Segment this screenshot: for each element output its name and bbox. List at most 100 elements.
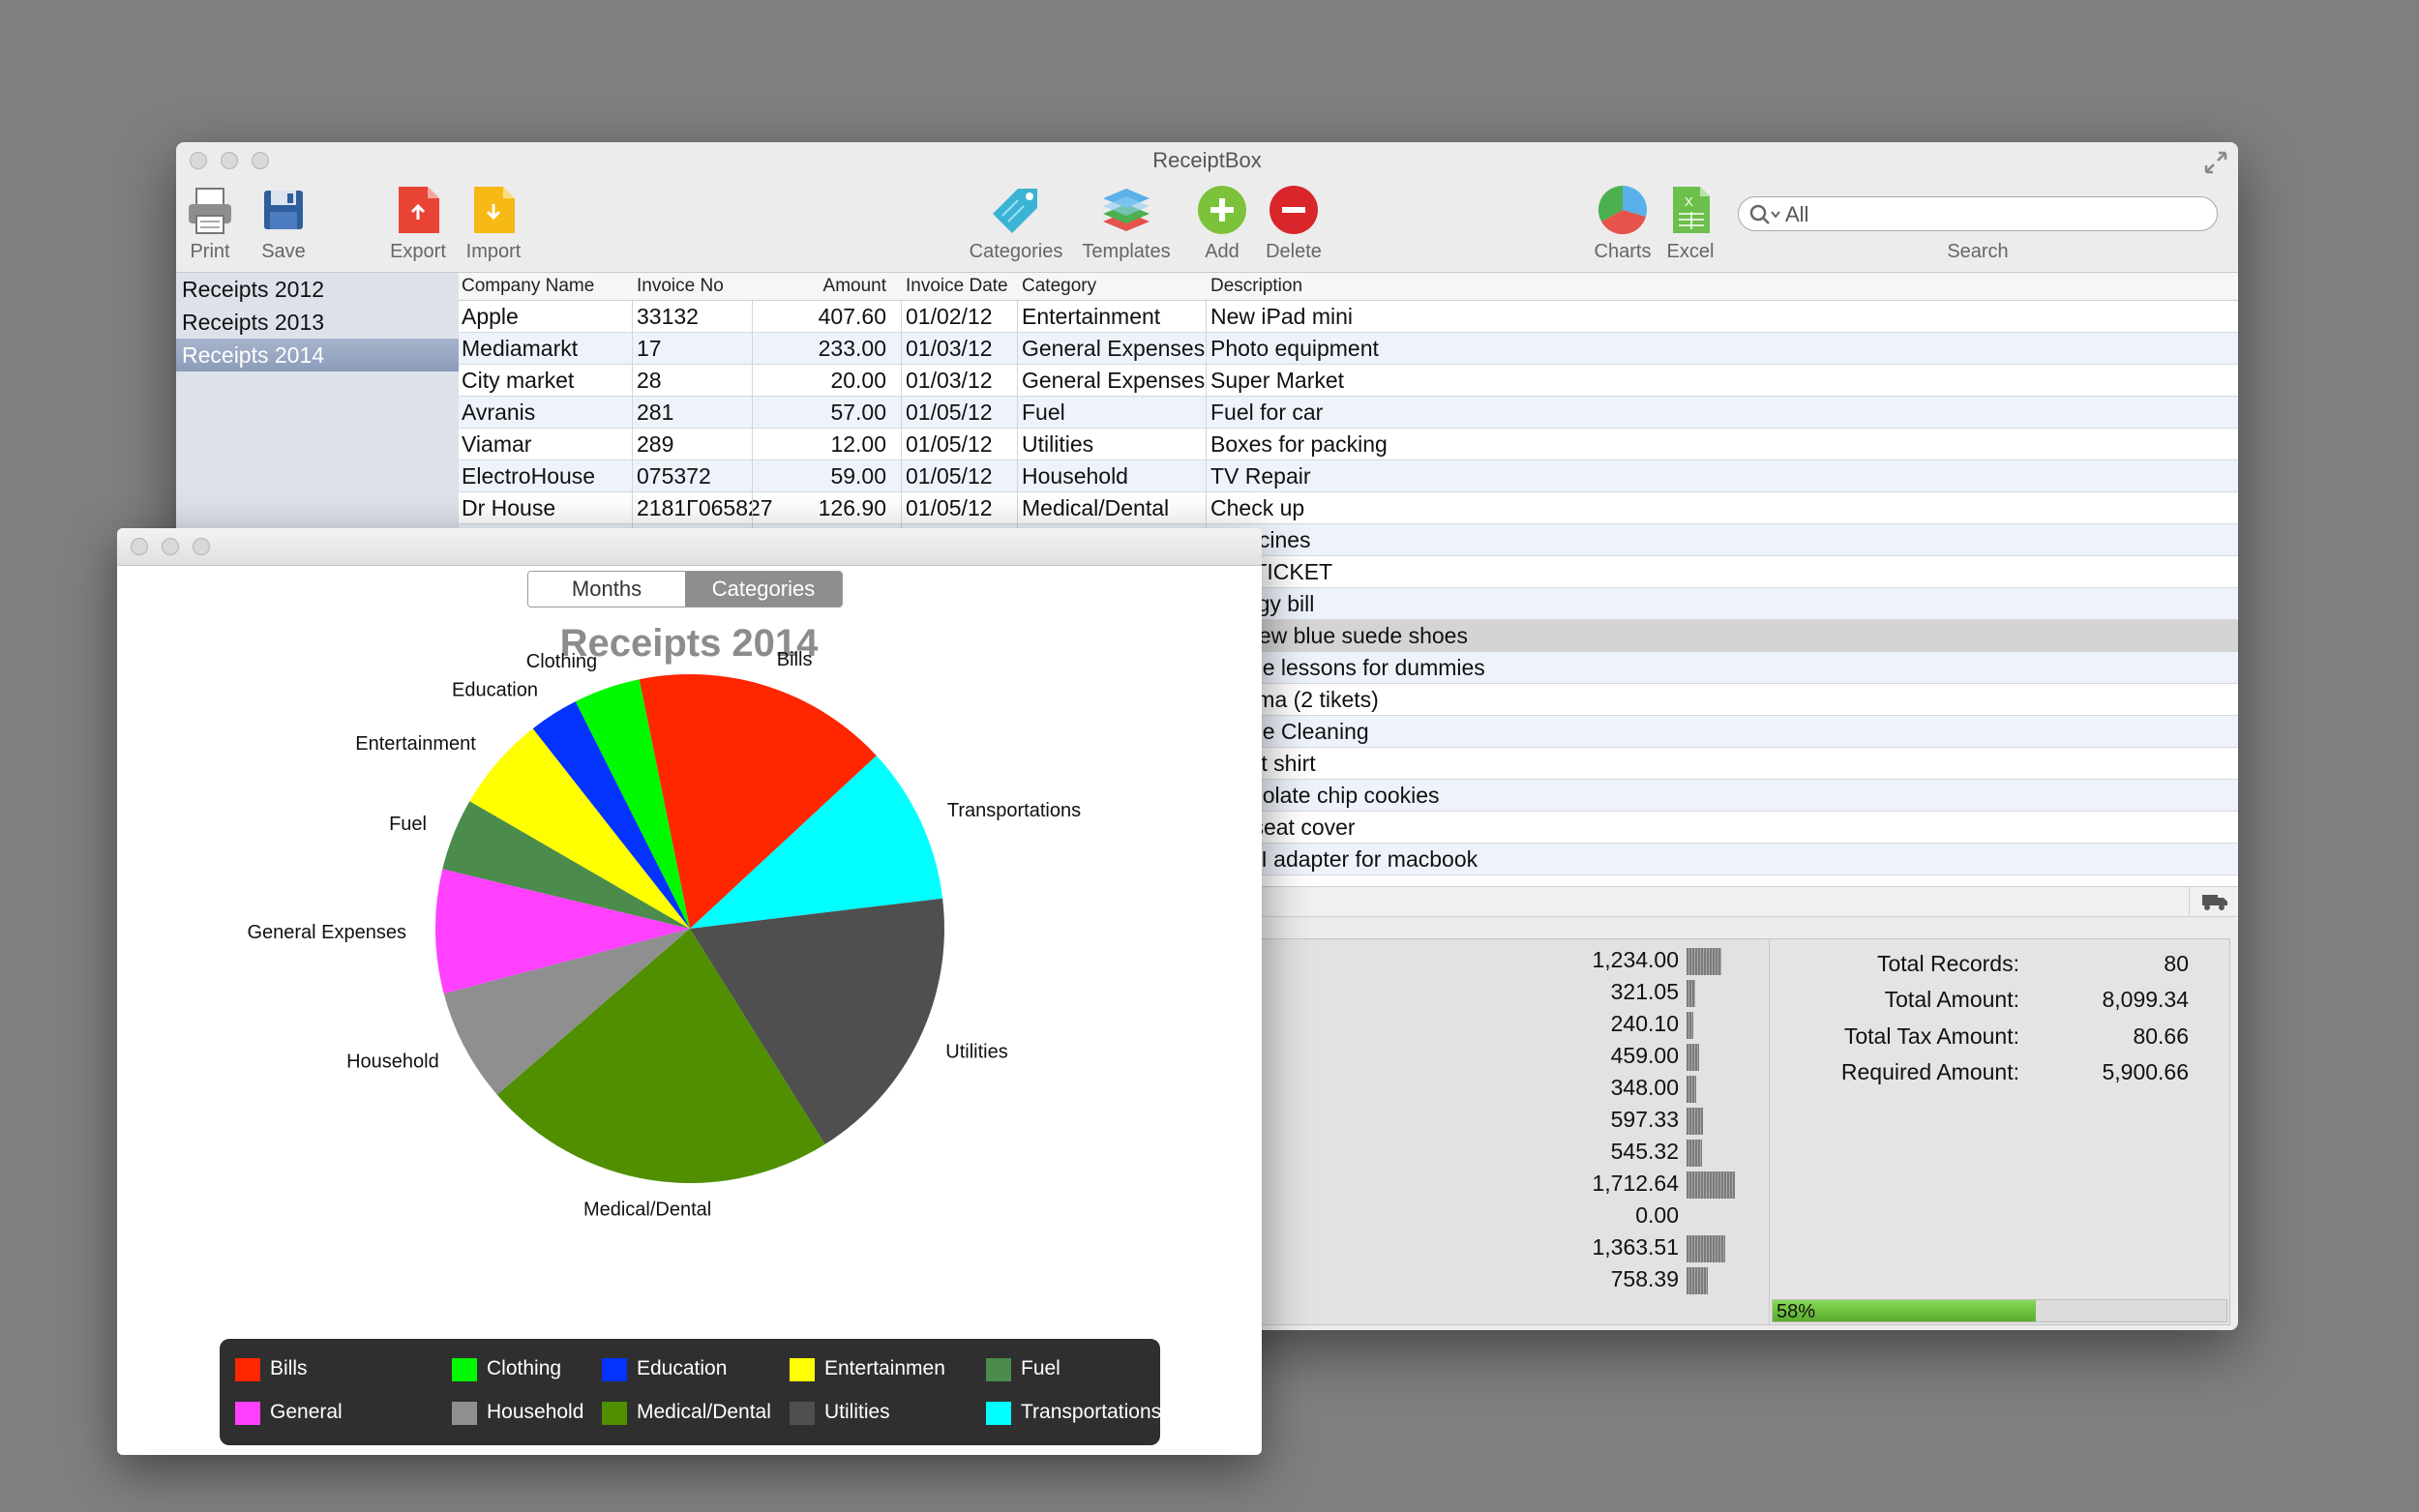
category-amount-value: 0.00 — [1635, 1202, 1679, 1228]
legend-swatch — [602, 1402, 627, 1425]
cell-company: Mediamarkt — [462, 336, 579, 361]
column-header-company[interactable]: Company Name — [462, 276, 595, 296]
close-chart-window-button[interactable] — [131, 538, 148, 555]
save-button[interactable]: Save — [255, 183, 312, 263]
table-row[interactable]: Dr House 2181Γ065827 126.90 01/05/12 Medical… — [459, 492, 2238, 524]
table-row[interactable]: Apple 33132 407.60 01/02/12 Entertainment New… — [459, 301, 2238, 333]
pie-slice-label: Medical/Dental — [583, 1200, 711, 1221]
cell-company: Avranis — [462, 400, 536, 425]
pie-slice-label: Household — [346, 1052, 439, 1073]
cell-description: Boxes for packing — [1210, 431, 1388, 457]
required-amount-value: 5,900.66 — [2102, 1059, 2189, 1084]
pie-slice-label: Utilities — [945, 1041, 1007, 1062]
pie-slice-labels: Bills Transportations Utilities Medical/Den… — [247, 649, 1081, 1221]
category-amount-value: 348.00 — [1610, 1075, 1679, 1100]
tab-categories[interactable]: Categories — [685, 572, 842, 607]
legend-swatch — [986, 1402, 1011, 1425]
excel-button[interactable]: X Excel — [1658, 183, 1722, 263]
templates-button[interactable]: Templates — [1078, 183, 1175, 263]
category-amount-value: 240.10 — [1610, 1011, 1679, 1036]
cell-amount: 12.00 — [830, 431, 886, 457]
export-button[interactable]: Export — [387, 183, 449, 263]
cell-amount: 20.00 — [830, 368, 886, 393]
pie-slice-household[interactable] — [443, 929, 690, 1095]
charts-label: Charts — [1594, 241, 1652, 262]
sidebar-item-receipts-2014[interactable]: Receipts 2014 — [176, 339, 459, 371]
category-amount-value: 459.00 — [1610, 1043, 1679, 1068]
total-tax-label: Total Tax Amount: — [1843, 1023, 2019, 1049]
import-icon — [474, 187, 515, 233]
minimize-window-button[interactable] — [221, 152, 238, 169]
cell-company: Viamar — [462, 431, 532, 457]
pie-slice-education[interactable] — [532, 701, 690, 929]
category-amount-bar — [1687, 980, 1695, 1007]
column-header-category[interactable]: Category — [1022, 276, 1097, 296]
category-amount-bar — [1687, 1140, 1702, 1167]
cell-date: 01/05/12 — [906, 463, 993, 489]
column-header-date[interactable]: Invoice Date — [906, 276, 1008, 296]
print-button[interactable]: Print — [182, 183, 238, 263]
table-row[interactable]: Viamar 289 12.00 01/05/12 Utilities Boxes for… — [459, 429, 2238, 460]
totals-panel: Total Records: 80 Total Amount: 8,099.34… — [1769, 938, 2230, 1325]
pie-slice-entertainment[interactable] — [469, 728, 690, 929]
categories-button[interactable]: Categories — [968, 183, 1064, 263]
table-row[interactable]: ElectroHouse 075372 59.00 01/05/12 Household… — [459, 460, 2238, 492]
cell-amount: 407.60 — [818, 304, 886, 329]
fullscreen-icon[interactable] — [2203, 150, 2228, 175]
sidebar-item-receipts-2012[interactable]: Receipts 2012 — [182, 277, 325, 302]
floppy-disk-icon — [264, 191, 303, 229]
pie-slice-label: Clothing — [526, 651, 597, 672]
category-amount-value: 597.33 — [1610, 1107, 1679, 1132]
sidebar-item-receipts-2013[interactable]: Receipts 2013 — [182, 310, 325, 335]
add-button[interactable]: Add — [1188, 183, 1256, 263]
charts-button[interactable]: Charts — [1589, 183, 1657, 263]
import-label: Import — [465, 241, 522, 262]
column-header-amount[interactable]: Amount — [822, 276, 886, 296]
table-row[interactable]: City market 28 20.00 01/03/12 General Expens… — [459, 365, 2238, 397]
pie-slice-general-expenses[interactable] — [434, 869, 690, 994]
column-header-description[interactable]: Description — [1210, 276, 1303, 296]
pie-slice-bills[interactable] — [639, 673, 877, 929]
pie-slice-utilities[interactable] — [690, 898, 944, 1144]
total-amount-label: Total Amount: — [1884, 987, 2019, 1012]
chart-window-titlebar — [117, 528, 1262, 566]
excel-icon: X — [1673, 187, 1710, 233]
category-amount-value: 1,234.00 — [1592, 947, 1679, 972]
chart-window-controls — [131, 538, 210, 555]
tab-months[interactable]: Months — [528, 572, 685, 607]
pie-slice-medical-dental[interactable] — [496, 929, 825, 1184]
print-label: Print — [190, 241, 230, 262]
cell-date: 01/03/12 — [906, 368, 993, 393]
legend-swatch — [452, 1402, 477, 1425]
search-icon — [1749, 204, 1780, 224]
category-amount-bar — [1687, 1235, 1725, 1262]
table-row[interactable]: Mediamarkt 17 233.00 01/03/12 General Expens… — [459, 333, 2238, 365]
layers-icon — [1103, 189, 1150, 231]
progress-bar: 58% — [1772, 1299, 2227, 1322]
minimize-chart-window-button[interactable] — [162, 538, 179, 555]
delete-button[interactable]: Delete — [1260, 183, 1328, 263]
pie-chart: Receipts 2014 Bills Transportations Utilit… — [247, 622, 1081, 1221]
pie-slice-clothing[interactable] — [575, 679, 690, 929]
import-button[interactable]: Import — [463, 183, 524, 263]
delete-label: Delete — [1266, 241, 1322, 262]
pie-slice-transportations[interactable] — [690, 756, 943, 929]
zoom-chart-window-button[interactable] — [193, 538, 210, 555]
legend-label: Household — [487, 1401, 584, 1423]
category-amount-bar — [1687, 1076, 1696, 1103]
table-row[interactable]: Avranis 281 57.00 01/05/12 Fuel Fuel for car — [459, 397, 2238, 429]
window-controls — [190, 152, 269, 169]
pie-slice-label: Entertainment — [355, 733, 476, 755]
cell-invoice: 33132 — [637, 304, 699, 329]
cell-amount: 59.00 — [830, 463, 886, 489]
truck-icon[interactable] — [2189, 887, 2238, 916]
close-window-button[interactable] — [190, 152, 207, 169]
save-label: Save — [261, 241, 306, 262]
pie-slice-fuel[interactable] — [442, 801, 690, 929]
search-input[interactable] — [1783, 201, 2203, 228]
column-header-invoice[interactable]: Invoice No — [637, 276, 724, 296]
chart-window: Months Categories Receipts 2014 Bills Tra… — [117, 528, 1262, 1455]
search-field[interactable] — [1738, 196, 2218, 231]
cell-category: Medical/Dental — [1022, 495, 1170, 520]
zoom-window-button[interactable] — [252, 152, 269, 169]
